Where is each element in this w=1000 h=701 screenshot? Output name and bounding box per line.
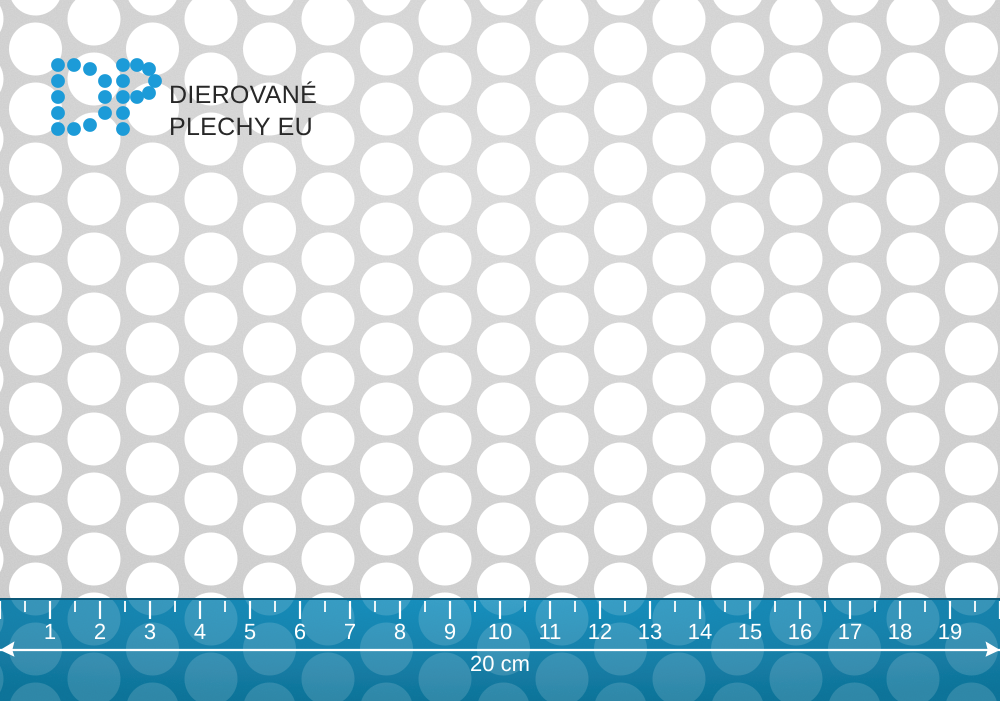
svg-text:20 cm: 20 cm (470, 651, 530, 676)
svg-text:17: 17 (838, 619, 862, 644)
svg-text:PLECHY EU: PLECHY EU (169, 113, 313, 141)
svg-text:8: 8 (394, 619, 406, 644)
svg-text:3: 3 (144, 619, 156, 644)
svg-text:14: 14 (688, 619, 712, 644)
svg-text:11: 11 (539, 619, 562, 644)
svg-text:12: 12 (588, 619, 612, 644)
svg-text:5: 5 (244, 619, 256, 644)
svg-text:13: 13 (638, 619, 662, 644)
svg-text:16: 16 (788, 619, 812, 644)
svg-text:9: 9 (444, 619, 456, 644)
svg-text:19: 19 (938, 619, 962, 644)
svg-text:1: 1 (44, 619, 56, 644)
svg-text:7: 7 (344, 619, 356, 644)
svg-text:2: 2 (94, 619, 106, 644)
svg-text:18: 18 (888, 619, 912, 644)
svg-text:10: 10 (488, 619, 512, 644)
svg-text:DIEROVANÉ: DIEROVANÉ (169, 81, 317, 109)
svg-text:4: 4 (194, 619, 206, 644)
svg-text:15: 15 (738, 619, 762, 644)
svg-text:6: 6 (294, 619, 306, 644)
